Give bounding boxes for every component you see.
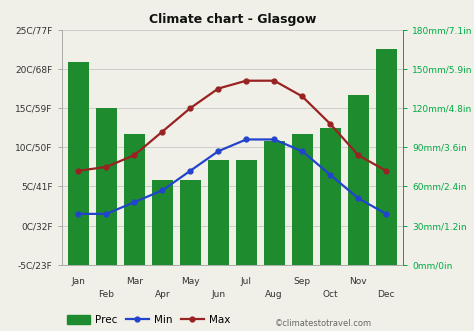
Text: Jun: Jun xyxy=(211,290,225,299)
Min xyxy=(75,212,81,216)
Bar xyxy=(208,160,229,265)
Max xyxy=(300,94,305,98)
Text: Aug: Aug xyxy=(265,290,283,299)
Bar xyxy=(236,160,257,265)
Min xyxy=(131,200,137,204)
Max xyxy=(328,122,333,126)
Min xyxy=(103,212,109,216)
Min xyxy=(356,196,361,200)
Text: Jan: Jan xyxy=(72,276,85,286)
Bar xyxy=(347,95,369,265)
Min xyxy=(215,149,221,153)
Max xyxy=(215,86,221,90)
Text: Nov: Nov xyxy=(349,276,367,286)
Max xyxy=(75,169,81,173)
Title: Climate chart - Glasgow: Climate chart - Glasgow xyxy=(148,13,316,26)
Text: ©climatestotravel.com: ©climatestotravel.com xyxy=(275,319,372,328)
Min xyxy=(187,169,193,173)
Max xyxy=(383,169,389,173)
Legend: Prec, Min, Max: Prec, Min, Max xyxy=(67,315,230,325)
Bar xyxy=(375,49,397,265)
Bar xyxy=(96,108,117,265)
Line: Min: Min xyxy=(76,137,389,216)
Min xyxy=(300,149,305,153)
Min xyxy=(244,137,249,141)
Min xyxy=(272,137,277,141)
Max xyxy=(356,153,361,157)
Bar xyxy=(264,141,285,265)
Min xyxy=(383,212,389,216)
Bar xyxy=(124,134,145,265)
Text: Oct: Oct xyxy=(322,290,338,299)
Bar xyxy=(152,180,173,265)
Max xyxy=(159,130,165,134)
Text: Feb: Feb xyxy=(99,290,114,299)
Text: Mar: Mar xyxy=(126,276,143,286)
Min xyxy=(328,173,333,177)
Max xyxy=(131,153,137,157)
Bar xyxy=(292,134,313,265)
Text: Apr: Apr xyxy=(155,290,170,299)
Bar xyxy=(319,128,341,265)
Text: Sep: Sep xyxy=(293,276,311,286)
Text: Jul: Jul xyxy=(241,276,252,286)
Bar xyxy=(180,180,201,265)
Max xyxy=(272,79,277,83)
Max xyxy=(244,79,249,83)
Max xyxy=(187,106,193,110)
Line: Max: Max xyxy=(76,78,389,173)
Text: Dec: Dec xyxy=(377,290,395,299)
Min xyxy=(159,188,165,192)
Bar xyxy=(68,63,89,265)
Max xyxy=(103,165,109,169)
Text: May: May xyxy=(181,276,200,286)
